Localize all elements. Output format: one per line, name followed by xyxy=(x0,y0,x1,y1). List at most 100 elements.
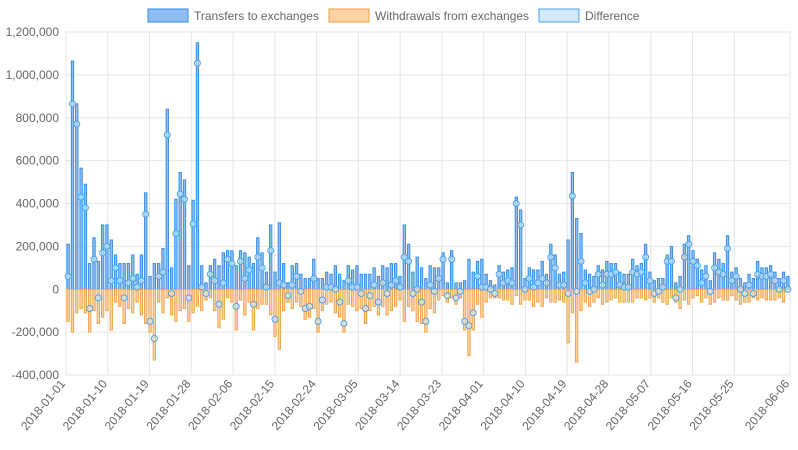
bar-transfers xyxy=(587,273,592,290)
bar-withdrawals xyxy=(450,288,454,299)
point-difference xyxy=(94,294,102,302)
bar-transfers xyxy=(454,282,458,290)
bar-withdrawals xyxy=(92,288,96,312)
y-tick-label: -400,000 xyxy=(12,368,60,382)
bar-withdrawals xyxy=(643,288,648,301)
bar-withdrawals xyxy=(687,288,691,305)
point-difference xyxy=(271,315,279,323)
bar-transfers xyxy=(751,278,756,290)
point-difference xyxy=(228,260,236,268)
point-difference xyxy=(400,253,408,261)
point-difference xyxy=(659,283,667,291)
bar-withdrawals xyxy=(579,288,583,312)
bar-transfers xyxy=(682,243,687,290)
bar-transfers xyxy=(191,199,195,290)
bar-transfers xyxy=(174,198,178,290)
point-difference xyxy=(262,283,270,291)
bar-withdrawals xyxy=(514,288,518,297)
point-difference xyxy=(185,294,193,302)
bar-withdrawals xyxy=(350,288,355,307)
point-difference xyxy=(680,253,688,261)
bar-withdrawals xyxy=(717,288,721,299)
point-difference xyxy=(249,300,257,308)
point-difference xyxy=(297,287,305,295)
bar-withdrawals xyxy=(428,288,432,309)
bar-withdrawals xyxy=(406,288,411,307)
point-difference xyxy=(374,298,382,306)
point-difference xyxy=(198,283,206,291)
point-difference xyxy=(68,100,76,108)
point-difference xyxy=(155,272,163,280)
point-difference xyxy=(637,268,645,276)
point-difference xyxy=(284,292,292,300)
legend-item-transfers[interactable]: Transfers to exchanges xyxy=(147,8,319,23)
bar-transfers xyxy=(169,267,174,290)
point-difference xyxy=(73,120,81,128)
bar-transfers xyxy=(113,254,118,290)
point-difference xyxy=(366,292,374,300)
legend-item-difference[interactable]: Difference xyxy=(538,8,640,23)
bar-withdrawals xyxy=(475,288,480,305)
bar-withdrawals xyxy=(583,288,587,303)
bar-transfers xyxy=(743,282,747,290)
point-difference xyxy=(99,249,107,257)
point-difference xyxy=(241,275,249,283)
bar-withdrawals xyxy=(756,288,760,301)
point-difference xyxy=(573,287,581,295)
bar-transfers xyxy=(691,250,695,290)
bar-withdrawals xyxy=(122,288,126,324)
point-difference xyxy=(146,317,154,325)
bar-withdrawals xyxy=(191,288,195,314)
point-difference xyxy=(81,204,89,212)
y-tick-label: 400,000 xyxy=(16,197,60,211)
bar-transfers xyxy=(96,260,100,290)
bar-withdrawals xyxy=(113,288,118,303)
point-difference xyxy=(163,131,171,139)
bar-transfers xyxy=(83,183,88,290)
bar-transfers xyxy=(131,254,135,290)
bar-withdrawals xyxy=(622,288,626,303)
bar-transfers xyxy=(88,263,92,290)
bar-withdrawals xyxy=(700,288,704,303)
point-difference xyxy=(133,283,141,291)
point-difference xyxy=(461,317,469,325)
bar-withdrawals xyxy=(213,288,217,312)
bar-withdrawals xyxy=(238,288,243,301)
bar-withdrawals xyxy=(536,288,540,303)
point-difference xyxy=(517,221,525,229)
bar-transfers xyxy=(656,278,661,290)
point-difference xyxy=(784,285,792,293)
bar-withdrawals xyxy=(596,288,600,299)
bar-withdrawals xyxy=(230,288,234,303)
bar-transfers xyxy=(316,278,320,290)
point-difference xyxy=(172,230,180,238)
point-difference xyxy=(547,253,555,261)
point-difference xyxy=(422,317,430,325)
bar-transfers xyxy=(312,258,316,290)
point-difference xyxy=(439,255,447,263)
point-difference xyxy=(491,290,499,298)
point-difference xyxy=(129,275,137,283)
x-axis: 2018-01-012018-01-102018-01-192018-01-28… xyxy=(18,377,792,433)
point-difference xyxy=(745,281,753,289)
y-tick-label: 1,000,000 xyxy=(6,68,60,82)
legend-swatch-withdrawals xyxy=(328,8,370,23)
point-difference xyxy=(409,290,417,298)
point-difference xyxy=(728,277,736,285)
bar-withdrawals xyxy=(131,288,135,314)
point-difference xyxy=(237,257,245,265)
bar-withdrawals xyxy=(402,288,406,322)
bar-withdrawals xyxy=(721,288,725,301)
legend-item-withdrawals[interactable]: Withdrawals from exchanges xyxy=(328,8,529,23)
bar-withdrawals xyxy=(618,288,622,303)
bar-withdrawals xyxy=(135,288,139,303)
bar-transfers xyxy=(467,258,471,290)
point-difference xyxy=(560,281,568,289)
bar-transfers xyxy=(66,243,70,290)
bar-transfers xyxy=(92,237,96,290)
bar-withdrawals xyxy=(609,288,613,301)
point-difference xyxy=(667,257,675,265)
point-difference xyxy=(676,285,684,293)
bar-withdrawals xyxy=(613,288,618,299)
